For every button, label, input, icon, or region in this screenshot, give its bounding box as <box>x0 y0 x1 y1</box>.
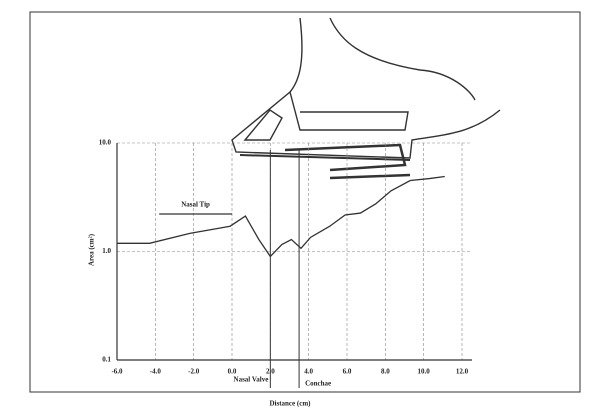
x-tick-label: 0.0 <box>228 368 237 376</box>
x-tick-label: 12.0 <box>456 368 469 376</box>
nose-drawing <box>232 18 500 178</box>
x-axis-label: Distance (cm) <box>269 400 311 408</box>
y-axis-label: Area (cm²) <box>88 233 96 266</box>
annotation-label: Conchae <box>305 380 331 388</box>
y-tick-label: 10.0 <box>99 139 112 147</box>
frame <box>30 12 580 392</box>
x-tick-label: -6.0 <box>111 368 123 376</box>
chart: Distance (cm) Area (cm²) 0.1 1.0 10.0 -6.0 -… <box>0 0 598 420</box>
data-line <box>117 177 445 257</box>
y-tick-label: 0.1 <box>102 356 111 364</box>
x-tick-label: -2.0 <box>188 368 200 376</box>
x-tick-label: 6.0 <box>343 368 352 376</box>
x-tick-label: 8.0 <box>381 368 390 376</box>
y-tick-label: 1.0 <box>102 247 111 255</box>
x-tick-label: -4.0 <box>150 368 162 376</box>
bracket-label: Nasal Tip <box>181 201 210 209</box>
x-tick-label: 4.0 <box>304 368 313 376</box>
x-tick-label: 10.0 <box>418 368 431 376</box>
annotation-label: Nasal Valve <box>234 376 269 384</box>
